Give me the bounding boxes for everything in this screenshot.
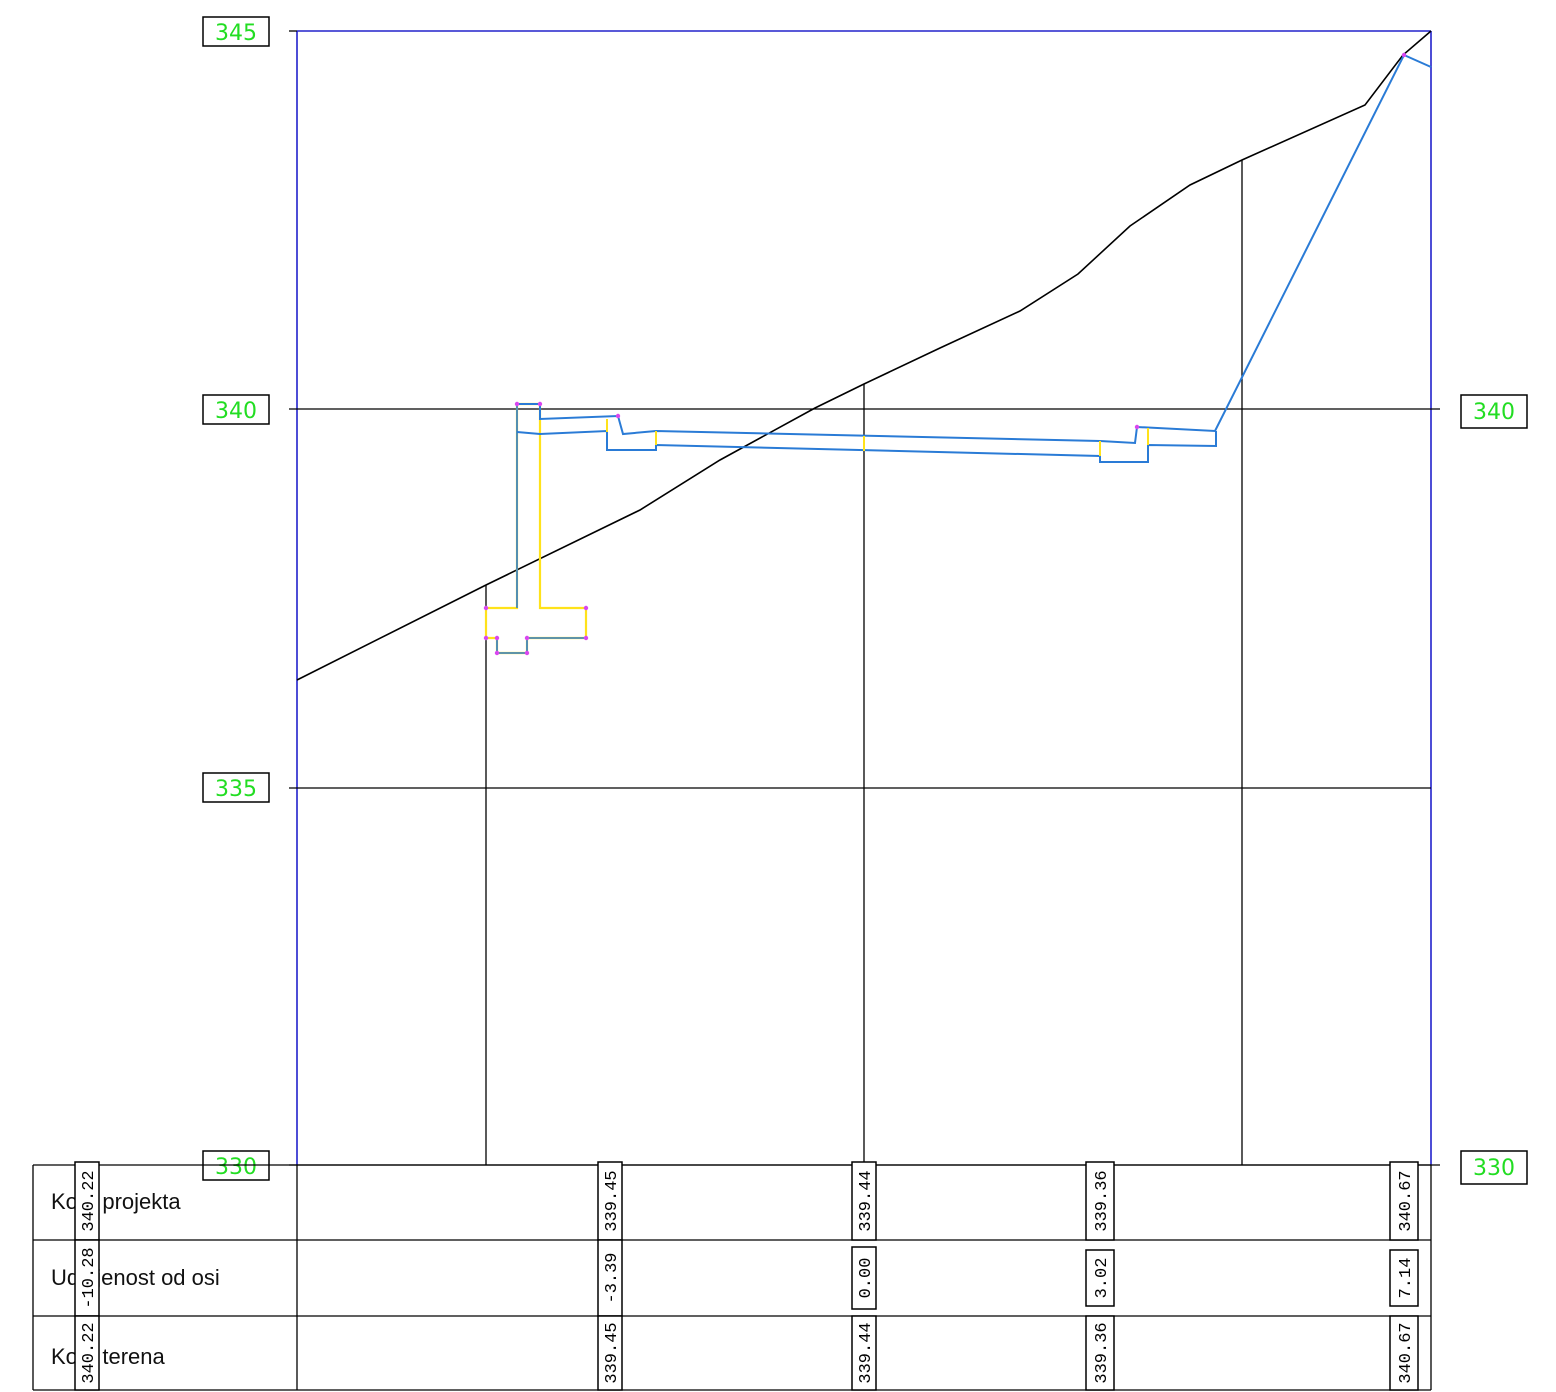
retaining-wall-edge xyxy=(496,404,586,654)
cell-udaljenost-3: 3.02 xyxy=(1093,1258,1112,1299)
cell-kote-terena-1: 339.45 xyxy=(603,1322,622,1383)
cell-udaljenost-2: 0.00 xyxy=(857,1258,876,1299)
table-row-labels: Kote projekta Udaljenost od osi Kote ter… xyxy=(51,1189,220,1369)
cell-kote-projekta-2: 339.44 xyxy=(857,1170,876,1231)
data-table xyxy=(32,1164,1432,1391)
cell-kote-terena-4: 340.67 xyxy=(1397,1322,1416,1383)
cell-kote-terena-0: 340.22 xyxy=(80,1322,99,1383)
node-marker xyxy=(583,605,589,611)
elevation-label-340-right: 340 xyxy=(1473,400,1515,425)
road-profile xyxy=(516,53,1432,463)
retaining-wall xyxy=(484,402,588,655)
cell-kote-terena-2: 339.44 xyxy=(857,1322,876,1383)
node-marker xyxy=(1134,424,1140,430)
frame xyxy=(296,30,1432,1165)
road-top-line xyxy=(517,53,1432,445)
node-marker xyxy=(494,650,500,656)
node-marker xyxy=(483,605,489,611)
node-marker xyxy=(524,635,530,641)
row-label-kote-terena: Kote terena xyxy=(51,1344,166,1369)
node-marker xyxy=(583,635,589,641)
elevation-label-330: 330 xyxy=(215,1155,257,1180)
node-markers xyxy=(483,52,1407,656)
elevation-label-340: 340 xyxy=(215,399,257,424)
node-marker xyxy=(483,635,489,641)
cell-kote-projekta-0: 340.22 xyxy=(80,1170,99,1231)
road-bottom-line xyxy=(516,429,1217,463)
wall-outline xyxy=(484,402,588,655)
cell-udaljenost-0: -10.28 xyxy=(80,1247,99,1308)
cell-kote-projekta-4: 340.67 xyxy=(1397,1170,1416,1231)
cell-udaljenost-4: 7.14 xyxy=(1397,1258,1416,1299)
node-marker xyxy=(514,401,520,407)
cell-kote-projekta-1: 339.45 xyxy=(603,1170,622,1231)
wall-footing-edge xyxy=(496,637,586,654)
table-values: 340.22 -10.28 340.22 339.45 -3.39 339.45… xyxy=(74,1161,1419,1391)
cell-kote-projekta-3: 339.36 xyxy=(1093,1170,1112,1231)
node-marker xyxy=(1401,52,1407,58)
node-marker xyxy=(524,650,530,656)
elevation-label-345: 345 xyxy=(215,21,257,46)
cell-kote-terena-3: 339.36 xyxy=(1093,1322,1112,1383)
elevation-labels: 345 340 335 330 340 330 xyxy=(202,16,1528,1185)
elevation-label-335: 335 xyxy=(215,777,257,802)
node-marker xyxy=(537,401,543,407)
row-label-kote-projekta: Kote projekta xyxy=(51,1189,181,1214)
elevation-label-330-right: 330 xyxy=(1473,1156,1515,1181)
cell-udaljenost-1: -3.39 xyxy=(603,1252,622,1303)
terrain-line xyxy=(296,30,1432,681)
node-marker xyxy=(494,635,500,641)
node-marker xyxy=(615,413,621,419)
